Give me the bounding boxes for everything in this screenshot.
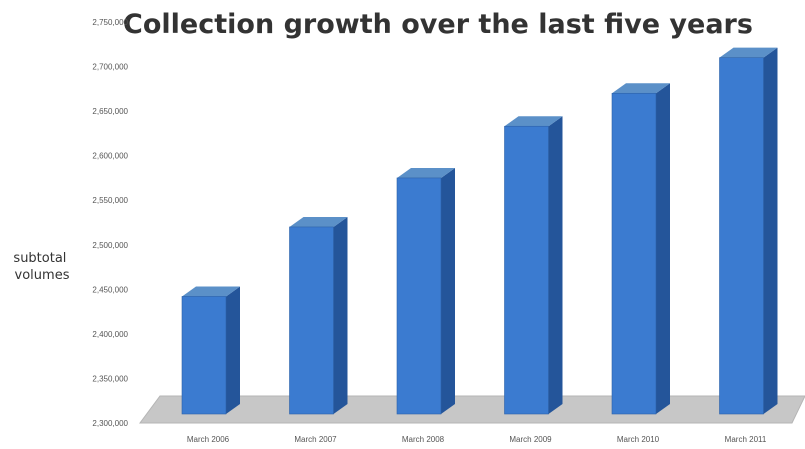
bar-top	[182, 286, 240, 297]
bar-top	[397, 167, 455, 178]
bar-side	[226, 286, 240, 414]
bar	[181, 286, 240, 415]
y-axis-label-line-1: subtotal	[13, 251, 66, 266]
y-axis-ticks: 2,300,000 2,350,000 2,400,000 2,450,000 2,50…	[92, 18, 128, 428]
bar	[719, 47, 778, 415]
x-tick-label: March 2006	[187, 435, 230, 444]
x-tick-label: March 2010	[617, 435, 660, 444]
x-tick-label: March 2007	[294, 435, 337, 444]
bar-side	[333, 216, 348, 414]
bar-front	[289, 226, 334, 415]
y-tick-label: 2,400,000	[92, 330, 128, 339]
y-tick-label: 2,300,000	[92, 419, 128, 428]
y-tick-label: 2,650,000	[92, 107, 128, 116]
y-tick-label: 2,450,000	[92, 285, 128, 294]
chart-title: Collection growth over the last five yea…	[123, 9, 753, 40]
y-tick-label: 2,600,000	[92, 152, 128, 161]
x-axis-ticks: March 2006 March 2007 March 2008 March 2009…	[187, 435, 767, 444]
bar-top	[612, 83, 670, 94]
bar-front	[396, 177, 442, 415]
bar	[611, 83, 670, 415]
bar	[396, 167, 455, 415]
bar-side	[548, 116, 563, 414]
y-tick-label: 2,700,000	[92, 63, 128, 72]
bar-side	[441, 167, 455, 414]
bar-side	[763, 47, 778, 415]
bar-side	[656, 83, 670, 415]
bar-front	[611, 92, 657, 415]
bar-series	[181, 47, 778, 415]
x-tick-label: March 2011	[725, 435, 767, 444]
y-axis-label: subtotal volumes	[13, 251, 70, 283]
y-tick-label: 2,350,000	[92, 374, 128, 383]
y-axis-label-line-2: volumes	[15, 268, 70, 283]
y-tick-label: 2,550,000	[92, 196, 128, 205]
bar-top	[289, 216, 348, 227]
bar-front	[504, 125, 549, 415]
bar-top	[719, 47, 778, 58]
y-tick-label: 2,500,000	[92, 241, 128, 250]
bar	[504, 116, 563, 415]
bar-top	[504, 116, 563, 127]
bar	[289, 216, 348, 415]
x-tick-label: March 2009	[509, 435, 552, 444]
bar-front	[181, 296, 227, 415]
bar-front	[719, 57, 764, 415]
x-tick-label: March 2008	[402, 435, 445, 444]
y-tick-label: 2,750,000	[92, 18, 128, 27]
